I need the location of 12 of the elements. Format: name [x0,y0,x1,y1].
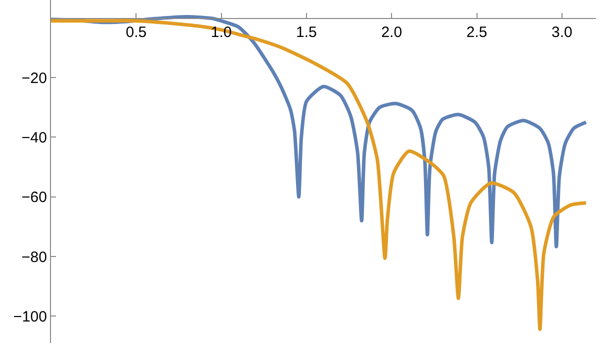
x-tick-label: 2.0 [381,24,402,41]
y-tick-label: −100 [13,308,47,326]
y-tick-label: −40 [22,129,47,146]
line-series [51,19,588,332]
y-tick-label: −80 [22,248,47,266]
line-series [51,14,588,248]
x-tick-label: 1.5 [296,24,317,41]
x-tick-label: 2.5 [466,24,488,41]
y-tick-label: −20 [22,70,47,87]
y-tick-label: −60 [22,189,47,206]
x-tick-label: 3.0 [552,24,572,41]
x-tick-label: 0.5 [126,24,147,41]
